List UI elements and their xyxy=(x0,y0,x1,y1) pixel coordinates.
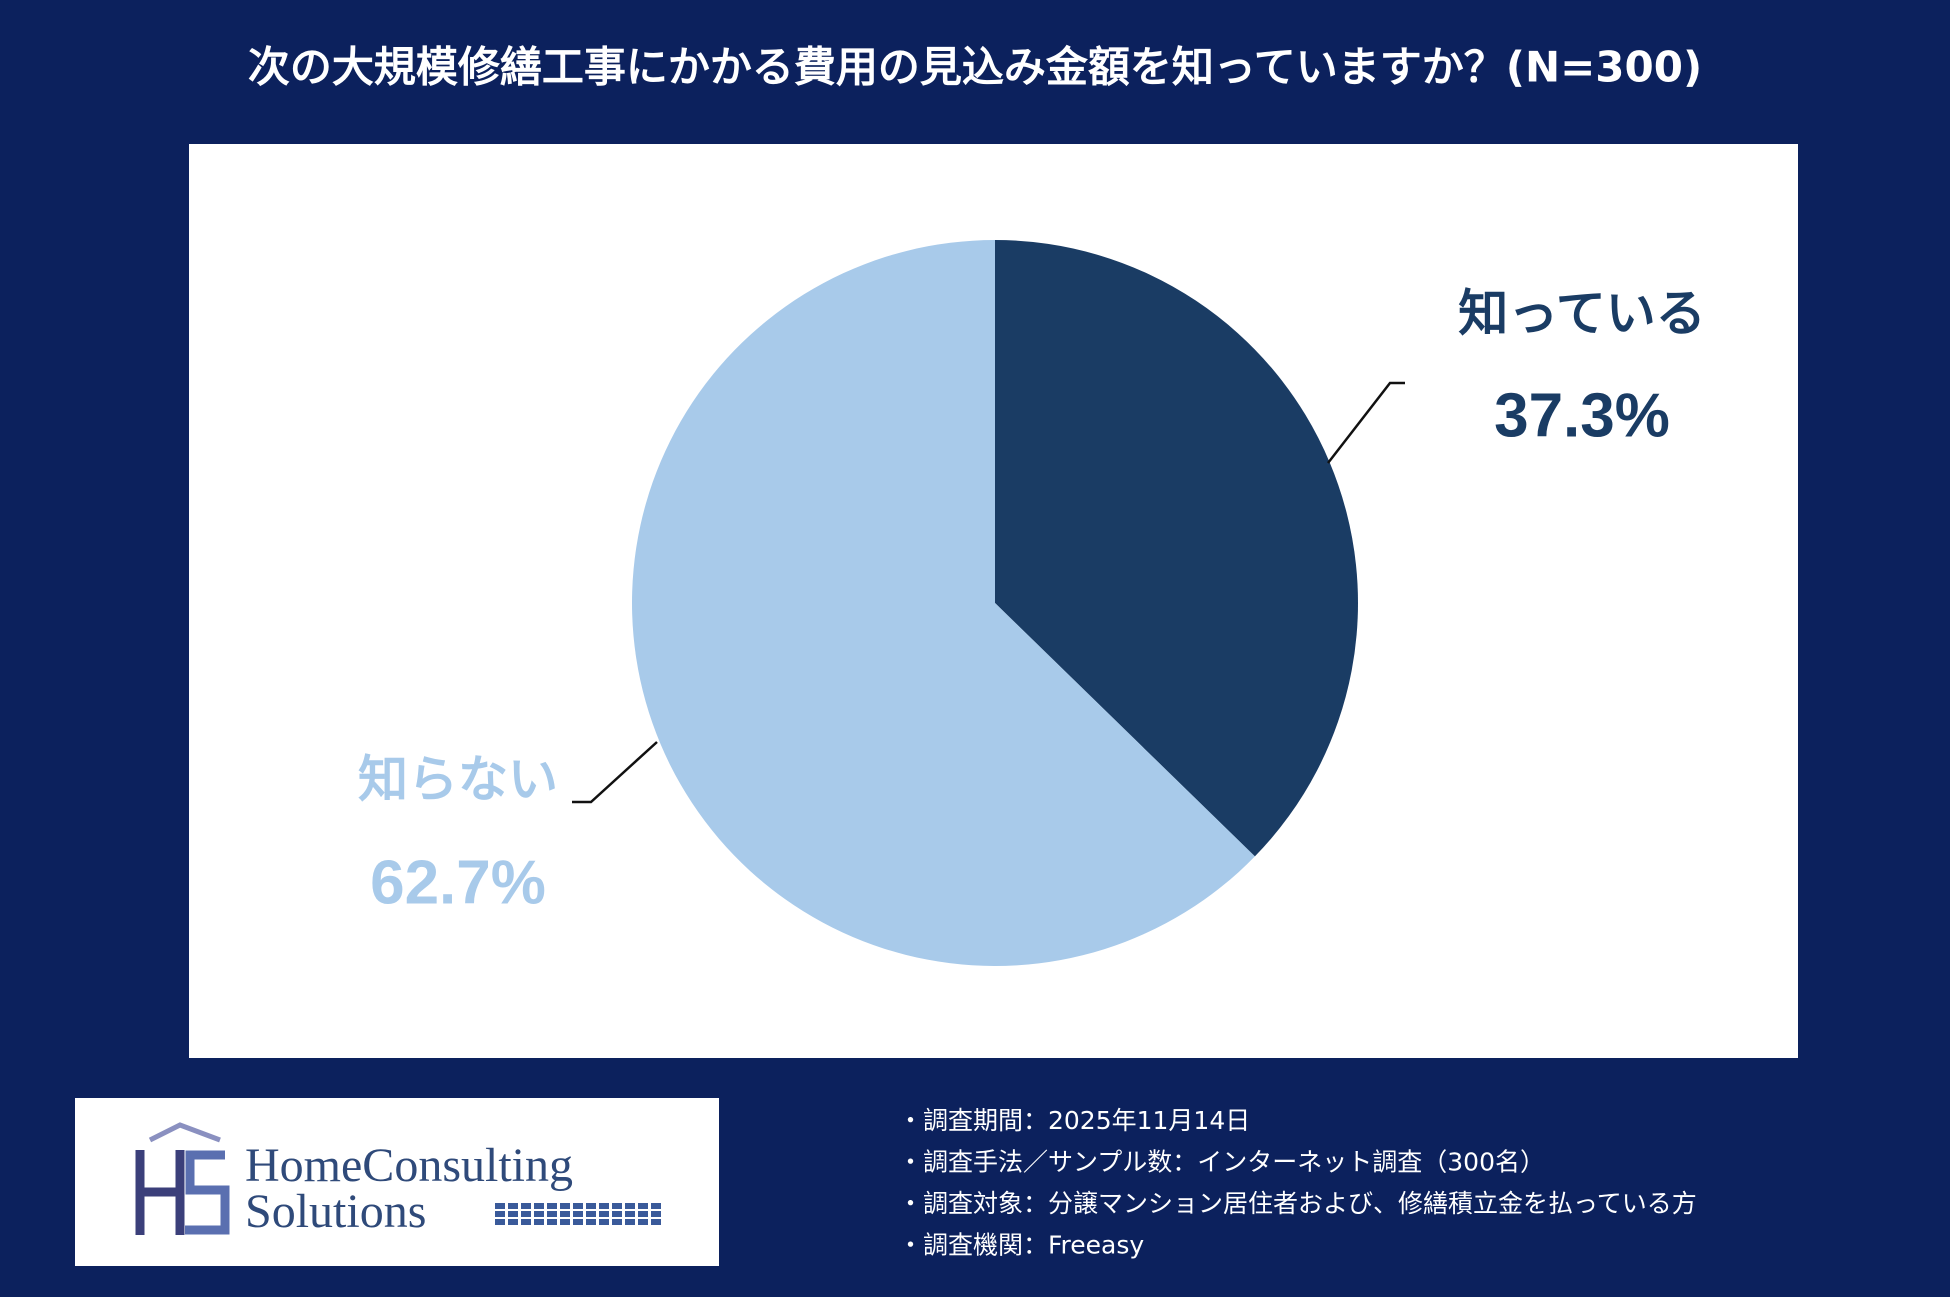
note: ・調査期間：2025年11月14日 xyxy=(898,1106,1250,1135)
logo-dot xyxy=(560,1219,570,1225)
logo-dot xyxy=(534,1219,544,1225)
chart-title: 次の大規模修繕工事にかかる費用の見込み金額を知っていますか？(N=300) xyxy=(248,43,1702,92)
logo-dot xyxy=(547,1211,557,1217)
logo-dot xyxy=(625,1219,635,1225)
logo-dot xyxy=(508,1219,518,1225)
logo-icon xyxy=(135,1122,230,1235)
pie: 知っている 37.3% 知らない 62.7% xyxy=(358,240,1706,966)
note: ・調査機関：Freeasy xyxy=(898,1231,1144,1260)
logo-dot xyxy=(508,1203,518,1209)
logo-dot xyxy=(495,1219,505,1225)
logo-dot xyxy=(547,1219,557,1225)
logo-dot xyxy=(521,1203,531,1209)
logo-dot xyxy=(651,1203,661,1209)
logo-dot xyxy=(625,1211,635,1217)
logo-dot xyxy=(573,1219,583,1225)
logo-dot xyxy=(521,1211,531,1217)
logo-line2: Solutions xyxy=(245,1185,426,1238)
slice-label: 知っている xyxy=(1458,285,1706,343)
notes: ・調査期間：2025年11月14日・調査手法／サンプル数：インターネット調査（3… xyxy=(898,1106,1697,1260)
logo-dot xyxy=(599,1211,609,1217)
value-label: 62.7% xyxy=(370,848,546,917)
logo-pattern xyxy=(495,1203,661,1225)
logo-dot xyxy=(508,1211,518,1217)
logo-dot xyxy=(573,1203,583,1209)
logo-dot xyxy=(534,1203,544,1209)
logo-dot xyxy=(638,1219,648,1225)
logo-dot xyxy=(521,1219,531,1225)
logo-dot xyxy=(651,1211,661,1217)
logo-line1: HomeConsulting xyxy=(245,1139,573,1192)
logo-dot xyxy=(651,1219,661,1225)
logo-dot xyxy=(573,1211,583,1217)
logo-dot xyxy=(560,1203,570,1209)
logo-dot xyxy=(599,1219,609,1225)
logo-dot xyxy=(586,1219,596,1225)
logo-dot xyxy=(547,1203,557,1209)
logo-dot xyxy=(560,1211,570,1217)
note: ・調査対象：分譲マンション居住者および、修繕積立金を払っている方 xyxy=(898,1189,1697,1218)
logo-dot xyxy=(625,1203,635,1209)
logo-dot xyxy=(586,1211,596,1217)
value-label: 37.3% xyxy=(1494,381,1670,450)
logo-dot xyxy=(599,1203,609,1209)
logo-dot xyxy=(638,1211,648,1217)
pie-slice xyxy=(995,240,1358,857)
logo-dot xyxy=(495,1203,505,1209)
logo-dot xyxy=(495,1211,505,1217)
slice-label: 知らない xyxy=(358,751,558,809)
logo-dot xyxy=(534,1211,544,1217)
logo-dot xyxy=(638,1203,648,1209)
note: ・調査手法／サンプル数：インターネット調査（300名） xyxy=(898,1148,1545,1177)
logo-dot xyxy=(612,1219,622,1225)
leader-line xyxy=(572,741,658,804)
leader-line xyxy=(1327,381,1405,464)
logo-dot xyxy=(612,1211,622,1217)
pie-slice xyxy=(632,240,1255,966)
logo-dot xyxy=(586,1203,596,1209)
logo-dot xyxy=(612,1203,622,1209)
